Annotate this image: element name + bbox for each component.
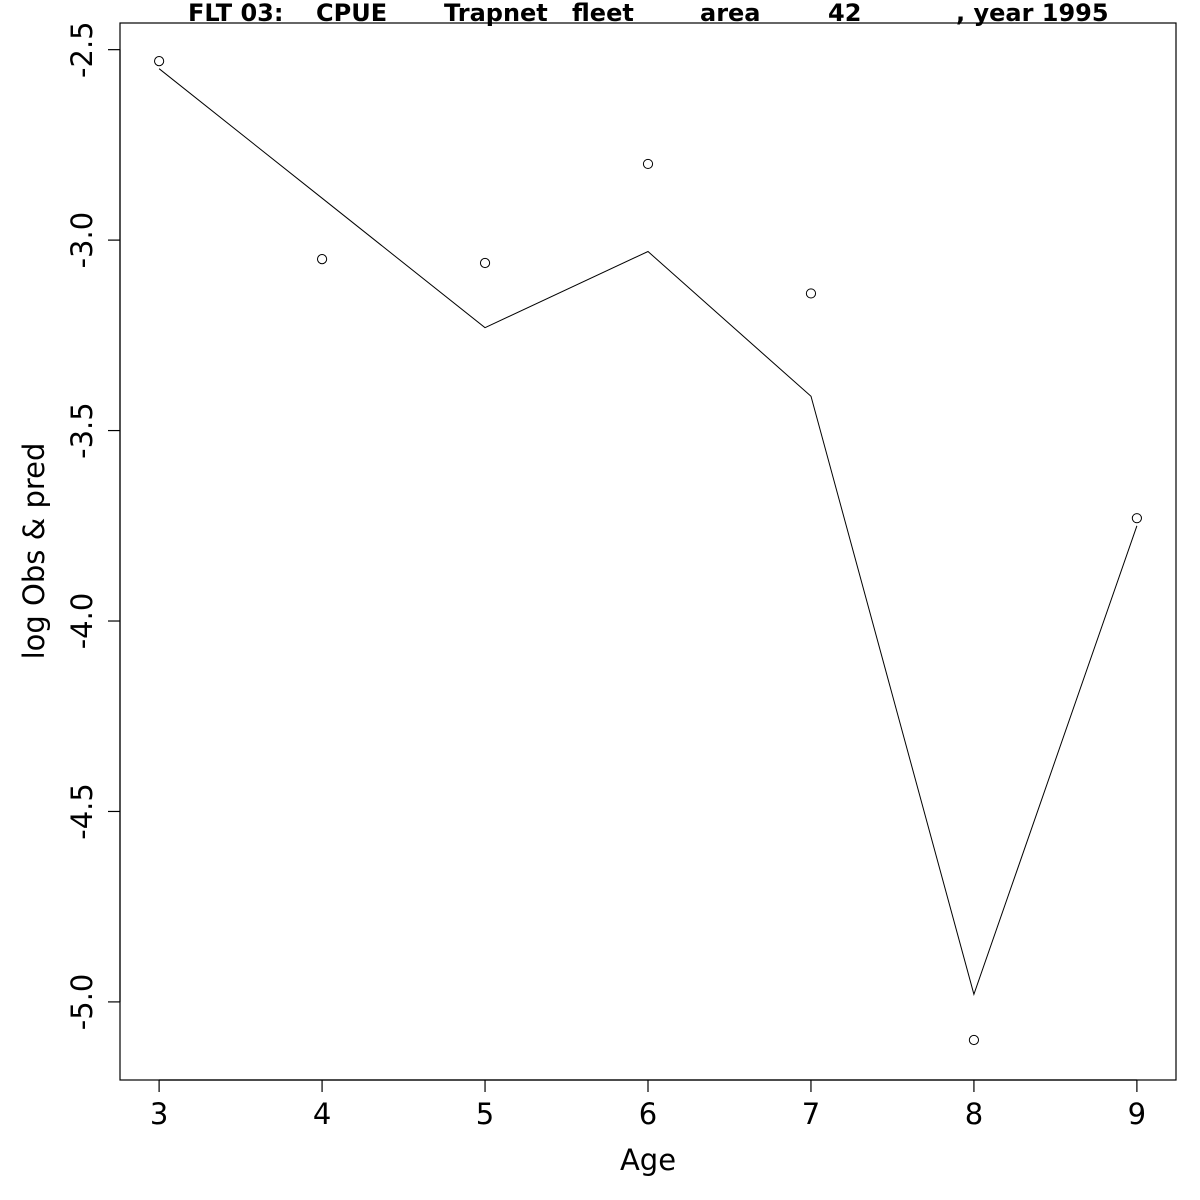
observed-series	[154, 55, 1142, 1046]
x-tick-label: 9	[1128, 1097, 1146, 1131]
observed-point	[479, 257, 491, 269]
y-tick-label: -3.0	[65, 212, 99, 269]
observed-point	[642, 158, 654, 170]
y-tick-label: -5.0	[65, 974, 99, 1031]
x-tick-label: 8	[965, 1097, 983, 1131]
observed-point	[805, 288, 817, 299]
y-tick-label: -4.0	[65, 593, 99, 650]
x-tick-label: 6	[639, 1097, 657, 1131]
predicted-line	[158, 68, 1138, 996]
y-tick-label: -4.5	[65, 783, 99, 840]
observed-point	[154, 55, 165, 67]
plot-area-frame	[119, 22, 1177, 1081]
observed-point	[316, 254, 328, 265]
y-axis-label: log Obs & pred	[17, 443, 51, 660]
observed-point	[1131, 513, 1142, 524]
x-tick-label: 3	[150, 1097, 168, 1131]
y-tick-label: -3.5	[65, 402, 99, 459]
observed-point	[968, 1034, 980, 1046]
x-tick-label: 7	[802, 1097, 820, 1131]
x-axis: 3 4 5 6 7 8 9	[150, 1079, 1146, 1131]
y-tick-label: -2.5	[65, 21, 99, 78]
predicted-series	[158, 68, 1138, 996]
x-tick-label: 5	[476, 1097, 494, 1131]
y-axis: -2.5 -3.0 -3.5 -4.0 -4.5 -5.0	[65, 21, 121, 1031]
x-tick-label: 4	[313, 1097, 331, 1131]
x-axis-label: Age	[620, 1143, 676, 1177]
